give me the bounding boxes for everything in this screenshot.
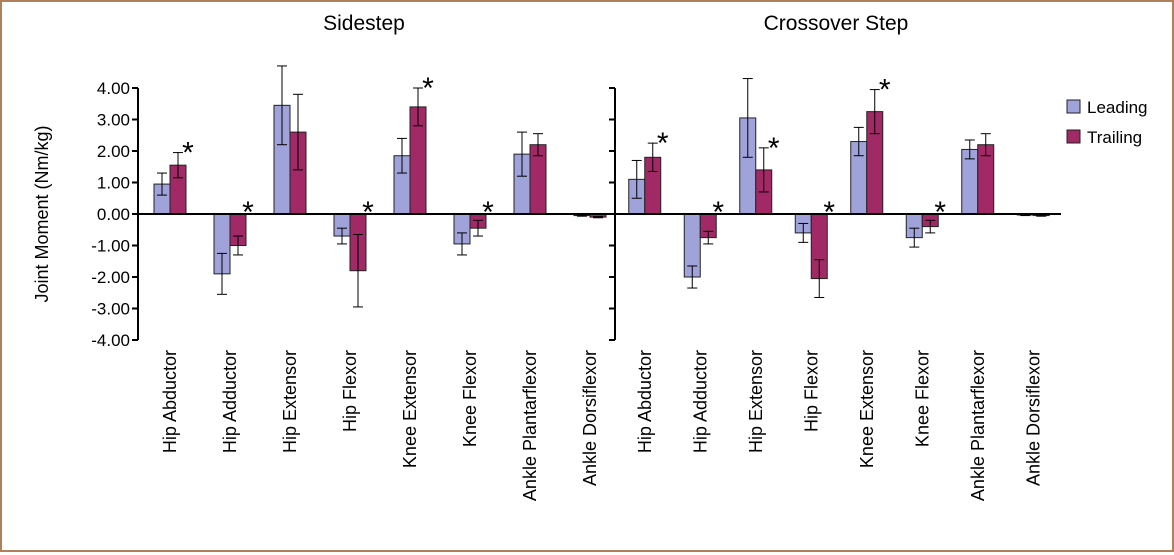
crossover-category-label: Ankle Plantarflexor: [968, 350, 988, 501]
crossover-significance-star: *: [934, 196, 946, 229]
y-tick-label: 4.00: [97, 79, 130, 98]
crossover-title: Crossover Step: [764, 12, 909, 35]
crossover-category-label: Ankle Dorsiflexor: [1023, 350, 1043, 486]
sidestep-significance-star: *: [362, 196, 374, 229]
crossover-significance-star: *: [768, 132, 780, 165]
crossover-significance-star: *: [823, 196, 835, 229]
crossover-category-label: Hip Adductor: [690, 350, 710, 453]
y-tick-label: 1.00: [97, 174, 130, 193]
crossover-significance-star: *: [657, 127, 669, 160]
crossover-category-label: Knee Extensor: [857, 350, 877, 468]
y-axis-label: Joint Moment (Nm/kg): [32, 125, 52, 302]
y-tick-label: -3.00: [91, 300, 130, 319]
legend-label-leading: Leading: [1087, 98, 1148, 117]
legend-label-trailing: Trailing: [1087, 128, 1142, 147]
legend-swatch-trailing: [1066, 129, 1081, 144]
crossover-significance-star: *: [879, 74, 891, 107]
legend-swatch-leading: [1066, 99, 1081, 114]
y-tick-label: 3.00: [97, 111, 130, 130]
sidestep-category-label: Hip Abductor: [160, 350, 180, 453]
sidestep-significance-star: *: [482, 196, 494, 229]
sidestep-category-label: Hip Flexor: [340, 350, 360, 432]
y-tick-label: 0.00: [97, 205, 130, 224]
y-tick-label: -2.00: [91, 268, 130, 287]
sidestep-category-label: Knee Flexor: [460, 350, 480, 447]
sidestep-category-label: Hip Extensor: [280, 350, 300, 453]
sidestep-category-label: Knee Extensor: [400, 350, 420, 468]
sidestep-category-label: Ankle Dorsiflexor: [580, 350, 600, 486]
y-tick-label: 2.00: [97, 142, 130, 161]
y-tick-label: -1.00: [91, 237, 130, 256]
crossover-category-label: Hip Abductor: [635, 350, 655, 453]
sidestep-category-label: Hip Adductor: [220, 350, 240, 453]
sidestep-significance-star: *: [422, 72, 434, 105]
sidestep-significance-star: *: [182, 137, 194, 170]
crossover-category-label: Knee Flexor: [912, 350, 932, 447]
sidestep-significance-star: *: [242, 196, 254, 229]
crossover-category-label: Hip Flexor: [801, 350, 821, 432]
sidestep-title: Sidestep: [323, 12, 405, 35]
crossover-significance-star: *: [712, 196, 724, 229]
crossover-category-label: Hip Extensor: [746, 350, 766, 453]
sidestep-category-label: Ankle Plantarflexor: [520, 350, 540, 501]
y-tick-label: -4.00: [91, 331, 130, 350]
